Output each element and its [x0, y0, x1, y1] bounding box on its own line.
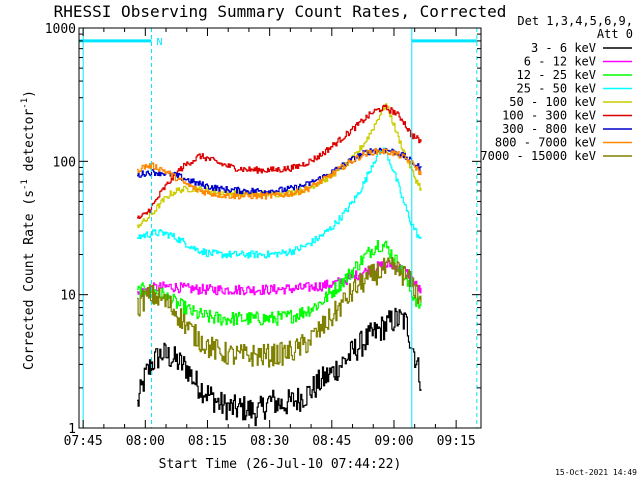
- legend-label: 800 - 7000 keV: [495, 136, 596, 150]
- x-axis-label: Start Time (26-Jul-10 07:44:22): [159, 457, 402, 472]
- x-tick-label: 08:15: [188, 434, 227, 449]
- chart-title: RHESSI Observing Summary Count Rates, Co…: [54, 2, 507, 21]
- y-axis-label-exponent: -1: [20, 179, 30, 190]
- series-line-5: [137, 104, 422, 219]
- y-axis-label-part: Corrected Count Rate (s: [22, 190, 37, 370]
- legend-label: 100 - 300 keV: [502, 109, 596, 123]
- x-tick-label: 08:00: [126, 434, 165, 449]
- legend-label: 3 - 6 keV: [531, 41, 596, 55]
- legend-header-line: Att 0: [597, 27, 633, 41]
- night-marker-label: N: [157, 37, 163, 48]
- x-tick-label: 08:45: [312, 434, 351, 449]
- legend-label: 7000 - 15000 keV: [480, 149, 596, 163]
- legend-header-line: Det 1,3,4,5,6,9,: [517, 14, 633, 28]
- x-tick-label: 07:45: [64, 434, 103, 449]
- y-axis-label-part: ): [22, 90, 37, 98]
- y-tick-label: 1: [68, 422, 76, 437]
- series-line-0: [137, 307, 422, 427]
- y-axis-label-exponent: -1: [20, 98, 30, 109]
- series-line-7: [137, 147, 422, 200]
- x-tick-label: 09:15: [437, 434, 476, 449]
- series-line-8: [137, 257, 422, 368]
- legend-label: 12 - 25 keV: [517, 68, 596, 82]
- legend-label: 50 - 100 keV: [509, 95, 596, 109]
- y-axis-label: Corrected Count Rate (s-1 detector-1): [20, 90, 37, 370]
- footer-date: 15-Oct-2021 14:49: [555, 468, 637, 477]
- series-line-3: [137, 147, 422, 259]
- x-tick-label: 09:00: [374, 434, 413, 449]
- plot-frame: [78, 27, 482, 429]
- y-axis-label-part: detector: [22, 109, 37, 180]
- y-tick-label: 100: [53, 155, 76, 170]
- legend-label: 25 - 50 keV: [517, 82, 596, 96]
- y-tick-label: 10: [60, 289, 76, 304]
- legend-label: 6 - 12 keV: [524, 55, 596, 69]
- y-tick-label: 1000: [45, 22, 76, 37]
- x-tick-label: 08:30: [250, 434, 289, 449]
- legend-label: 300 - 800 keV: [502, 122, 596, 136]
